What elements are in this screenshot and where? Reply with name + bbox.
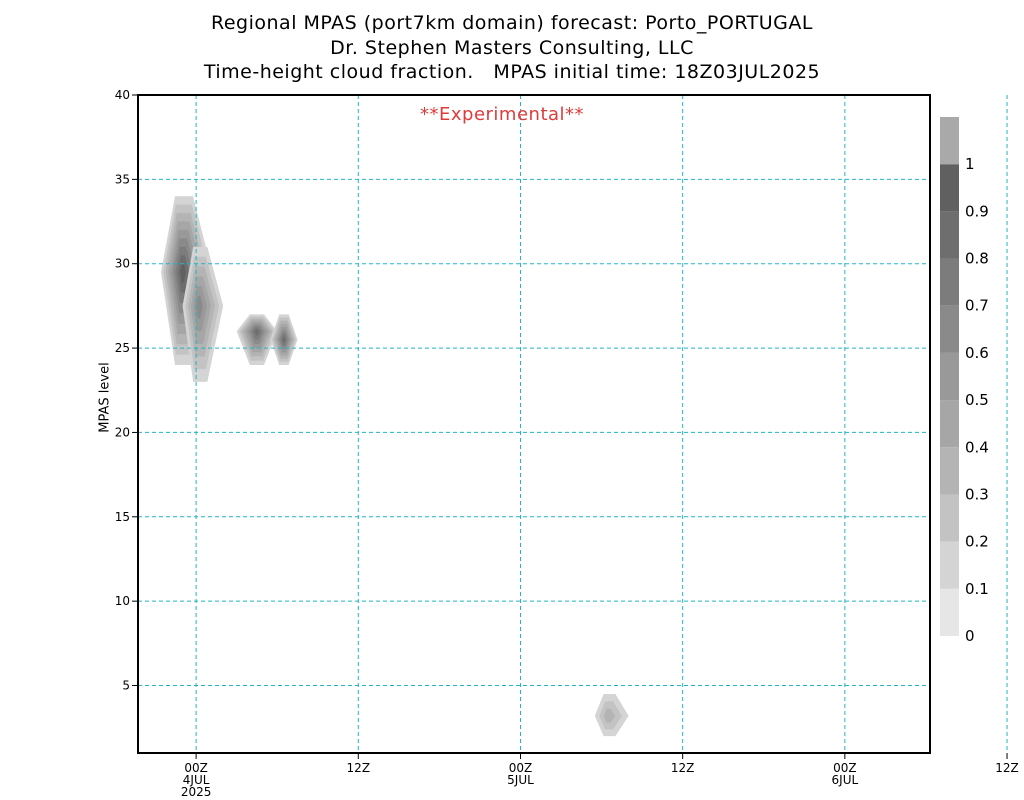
cloud-shade-contour: [196, 296, 203, 319]
y-tick-label: 10: [115, 594, 130, 608]
chart-title: Regional MPAS (port7km domain) forecast:…: [211, 12, 813, 34]
y-tick-label: 15: [115, 510, 130, 524]
colorbar-box: [940, 352, 959, 401]
colorbar-box: [940, 305, 959, 353]
colorbar-label: 0.5: [965, 391, 989, 409]
y-tick-label: 35: [115, 172, 130, 186]
y-tick-label: 40: [115, 88, 130, 102]
colorbar-box: [940, 447, 959, 495]
grid-lines: [138, 95, 1008, 753]
colorbar-box: [940, 164, 959, 212]
colorbar-label: 1: [965, 155, 975, 173]
colorbar-box: [940, 541, 959, 589]
x-tick-label: 12Z: [995, 761, 1019, 775]
x-tick-label: 12Z: [671, 761, 695, 775]
colorbar-label: 0.9: [965, 202, 989, 220]
x-tick-label: 4JUL: [183, 773, 210, 787]
colorbar-box: [940, 211, 959, 259]
colorbar-label: 0.3: [965, 485, 989, 503]
x-tick-label: 00Z: [509, 761, 533, 775]
colorbar-label: 0: [965, 627, 975, 645]
y-tick-label: 30: [115, 257, 130, 271]
y-axis: 5 10 15 20 25 30 35 40: [115, 88, 138, 693]
y-tick-label: 5: [122, 679, 130, 693]
x-tick-label: 12Z: [347, 761, 371, 775]
colorbar: 0 0.1 0.2 0.3 0.4 0.5 0.6 0.7 0.8 0.9 1: [940, 117, 989, 645]
x-tick-label: 2025: [181, 785, 212, 799]
colorbar-label: 0.2: [965, 533, 989, 551]
y-tick-label: 20: [115, 425, 130, 439]
colorbar-label: 0.8: [965, 250, 989, 268]
cloud-shade-contour: [254, 329, 260, 336]
colorbar-box: [940, 588, 959, 636]
cloud-shade-contour: [603, 708, 616, 723]
x-tick-label: 00Z: [833, 761, 857, 775]
colorbar-box: [940, 400, 959, 448]
cloud-shade-contour: [180, 263, 186, 283]
colorbar-label: 0.1: [965, 580, 989, 598]
colorbar-box: [940, 258, 959, 306]
cloud-shade-contour: [282, 336, 286, 343]
x-tick-label: 6JUL: [832, 773, 859, 787]
colorbar-box: [940, 117, 959, 165]
colorbar-box: [940, 494, 959, 542]
chart-subtitle-organization: Dr. Stephen Masters Consulting, LLC: [330, 37, 694, 59]
x-tick-label: 5JUL: [507, 773, 534, 787]
colorbar-label: 0.4: [965, 438, 989, 456]
experimental-annotation: **Experimental**: [420, 104, 585, 125]
plot-frame: [137, 94, 931, 754]
chart-subtitle-run-info: Time-height cloud fraction. MPAS initial…: [203, 61, 821, 83]
x-tick-label: 00Z: [184, 761, 208, 775]
cloud-fraction-shading: [160, 196, 629, 737]
colorbar-label: 0.6: [965, 344, 989, 362]
y-tick-label: 25: [115, 341, 130, 355]
colorbar-label: 0.7: [965, 297, 989, 315]
